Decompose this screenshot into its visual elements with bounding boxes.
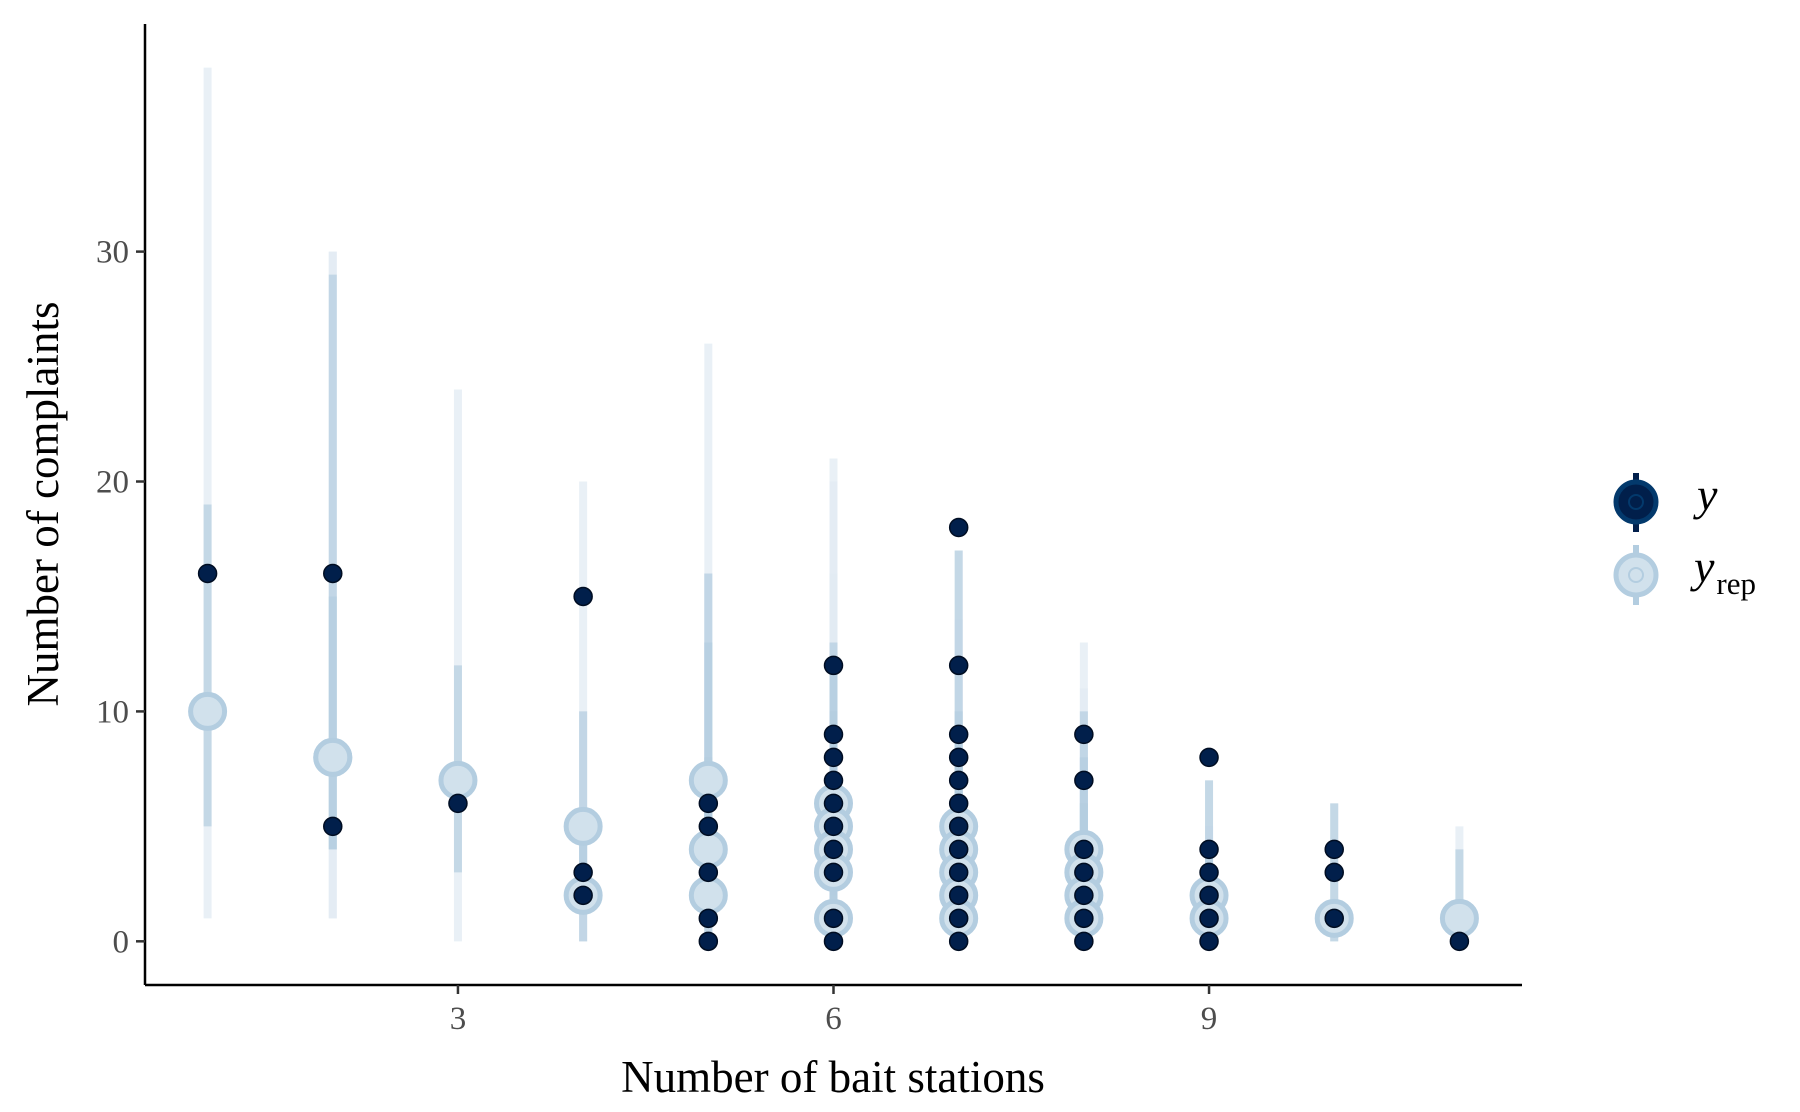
observed-point [573,862,593,883]
observed-point [1074,885,1094,906]
yrep-median-point [563,806,603,846]
y-axis-ticks: 0 10 20 30 [96,235,145,960]
observed-point [948,839,969,860]
legend-label-yrep-sub: rep [1716,566,1756,601]
observed-point [698,816,719,837]
observed-point [698,908,719,929]
observed-point [1199,931,1219,952]
legend-key-yrep [1613,545,1659,605]
observed-point [823,908,844,929]
observed-point [823,862,844,883]
x-tick-label: 9 [1201,1001,1218,1037]
observed-point [1324,908,1344,929]
observed-point [823,931,844,952]
observed-point [948,816,969,837]
observed-point [948,747,969,768]
observed-point [573,885,593,906]
observed-point [948,931,969,952]
observed-point [197,563,218,584]
observed-point [823,747,844,768]
observed-point [823,793,844,814]
yrep-median-point [688,760,728,800]
legend-label-y: y [1693,469,1718,520]
yrep-median-point [313,737,353,777]
observed-point [948,908,969,929]
observed-point-layer [197,517,1470,952]
observed-point [1324,862,1344,883]
observed-point [823,655,844,676]
observed-point [948,793,969,814]
observed-point [948,862,969,883]
x-axis-title: Number of bait stations [621,1052,1045,1102]
observed-point [698,931,719,952]
yrep-median-point [438,760,478,800]
yrep-median-point [1439,898,1479,938]
observed-point [1199,885,1219,906]
observed-point [948,724,969,745]
x-tick-label: 3 [450,1001,467,1037]
y-tick-label: 10 [96,694,129,730]
observed-point [948,885,969,906]
legend-key-y [1613,473,1659,532]
observed-point [948,517,969,538]
legend: y yrep [1613,469,1756,605]
yrep-median-point [688,829,728,869]
y-tick-label: 20 [96,465,129,501]
observed-point [323,563,343,584]
x-axis-ticks: 3 6 9 [450,985,1218,1037]
observed-point [1074,862,1094,883]
y-axis-title: Number of complaints [18,302,68,707]
observed-point [823,724,844,745]
observed-point [323,816,343,837]
legend-label-yrep-main: y [1690,541,1715,592]
observed-point [1199,862,1219,883]
observed-point [948,770,969,791]
observed-point [1449,931,1470,952]
observed-point [1074,770,1094,791]
observed-point [1199,839,1219,860]
observed-point [1324,839,1344,860]
observed-point [573,586,593,607]
observed-point [823,816,844,837]
observed-point [1199,747,1219,768]
legend-label-yrep: yrep [1690,541,1756,601]
observed-point [1074,908,1094,929]
yrep-median-point [688,875,728,915]
observed-point [823,839,844,860]
observed-point [1074,931,1094,952]
observed-point [1074,839,1094,860]
observed-point [1074,724,1094,745]
x-tick-label: 6 [825,1001,842,1037]
observed-point [823,770,844,791]
y-tick-label: 0 [113,924,130,960]
observed-point [448,793,468,814]
observed-point [698,793,719,814]
observed-point [948,655,969,676]
observed-point [698,862,719,883]
y-tick-label: 30 [96,235,129,271]
yrep-median-point [188,691,228,731]
observed-point [1199,908,1219,929]
